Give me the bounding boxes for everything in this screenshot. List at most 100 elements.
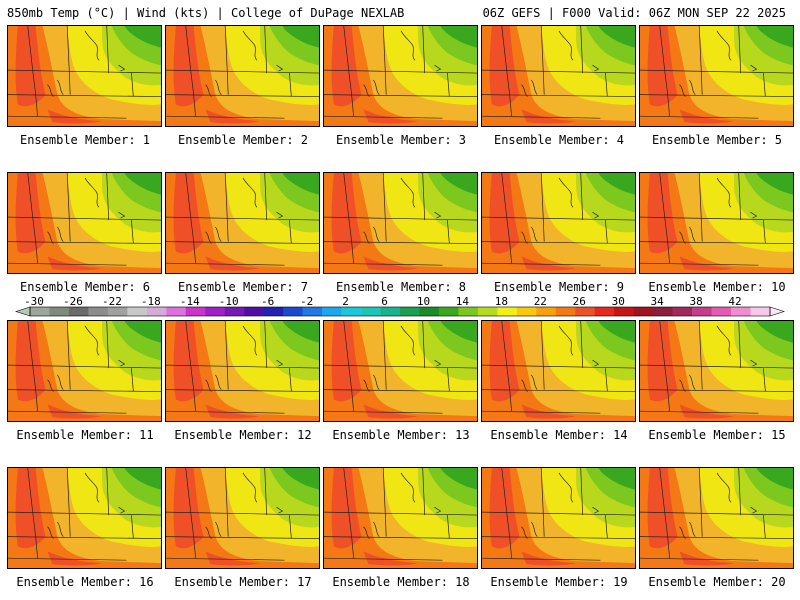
colorbar-swatch xyxy=(283,307,303,316)
ensemble-member-label: Ensemble Member: 12 xyxy=(174,428,312,442)
colorbar-tick-label: 38 xyxy=(689,295,702,308)
ensemble-member-map xyxy=(323,25,478,127)
colorbar-swatch xyxy=(146,307,167,316)
ensemble-member-label: Ensemble Member: 3 xyxy=(335,133,467,147)
colorbar-swatch xyxy=(750,307,771,316)
ensemble-member-label: Ensemble Member: 16 xyxy=(16,575,154,589)
colorbar-swatch xyxy=(380,307,401,316)
ensemble-member-map xyxy=(323,467,478,569)
colorbar-tick-label: -30 xyxy=(24,295,44,308)
colorbar-swatch xyxy=(575,307,596,316)
colorbar-tick-label: 30 xyxy=(612,295,625,308)
colorbar-tick-label: 42 xyxy=(728,295,741,308)
colorbar-swatch xyxy=(400,307,420,316)
ensemble-member-label: Ensemble Member: 6 xyxy=(19,280,151,294)
colorbar-tick-label: 22 xyxy=(534,295,547,308)
ensemble-member-map xyxy=(639,25,794,127)
ensemble-member-label: Ensemble Member: 10 xyxy=(648,280,786,294)
colorbar-tick-label: -2 xyxy=(300,295,313,308)
colorbar-right-arrow xyxy=(769,306,785,317)
colorbar-swatch xyxy=(166,307,187,316)
colorbar-swatch xyxy=(49,307,70,316)
ensemble-member-map xyxy=(7,172,162,274)
ensemble-member-map xyxy=(639,320,794,422)
colorbar-swatch xyxy=(692,307,712,316)
colorbar-tick-label: -10 xyxy=(219,295,239,308)
colorbar-swatch xyxy=(30,307,50,316)
colorbar-swatch xyxy=(302,307,323,316)
colorbar-swatch xyxy=(458,307,479,316)
colorbar-swatch xyxy=(731,307,751,316)
ensemble-member-label: Ensemble Member: 4 xyxy=(493,133,625,147)
colorbar-swatch xyxy=(672,307,693,316)
ensemble-member-map xyxy=(639,172,794,274)
ensemble-member-label: Ensemble Member: 1 xyxy=(19,133,151,147)
ensemble-member-label: Ensemble Member: 18 xyxy=(332,575,470,589)
ensemble-member-map xyxy=(165,467,320,569)
ensemble-member-map xyxy=(481,172,636,274)
colorbar-swatch xyxy=(419,307,440,316)
ensemble-member-map xyxy=(481,467,636,569)
ensemble-member-label: Ensemble Member: 2 xyxy=(177,133,309,147)
colorbar-tick-label: -6 xyxy=(261,295,274,308)
colorbar-swatch xyxy=(244,307,264,316)
ensemble-member-map xyxy=(323,320,478,422)
ensemble-member-map xyxy=(165,320,320,422)
ensemble-member-map xyxy=(639,467,794,569)
colorbar-swatch xyxy=(614,307,634,316)
header-left-title: 850mb Temp (°C) | Wind (kts) | College o… xyxy=(7,6,405,20)
colorbar-swatch xyxy=(536,307,557,316)
ensemble-member-label: Ensemble Member: 5 xyxy=(651,133,783,147)
ensemble-member-map xyxy=(7,467,162,569)
ensemble-member-map xyxy=(165,25,320,127)
colorbar-tick-label: 6 xyxy=(381,295,388,308)
colorbar-tick-label: 14 xyxy=(456,295,470,308)
ensemble-member-label: Ensemble Member: 13 xyxy=(332,428,470,442)
colorbar-swatch xyxy=(322,307,342,316)
colorbar-tick-label: 34 xyxy=(651,295,665,308)
colorbar-swatch xyxy=(477,307,498,316)
colorbar-left-arrow xyxy=(15,306,31,317)
ensemble-member-map xyxy=(323,172,478,274)
ensemble-member-label: Ensemble Member: 20 xyxy=(648,575,786,589)
colorbar-swatch xyxy=(341,307,362,316)
header-right-title: 06Z GEFS | F000 Valid: 06Z MON SEP 22 20… xyxy=(482,6,786,20)
colorbar-tick-label: -22 xyxy=(102,295,122,308)
colorbar-swatch xyxy=(516,307,537,316)
colorbar-swatch xyxy=(653,307,673,316)
colorbar-swatch xyxy=(711,307,732,316)
colorbar-swatch xyxy=(438,307,459,316)
colorbar-tick-label: 10 xyxy=(417,295,430,308)
ensemble-member-label: Ensemble Member: 11 xyxy=(16,428,154,442)
ensemble-member-label: Ensemble Member: 17 xyxy=(174,575,312,589)
colorbar-swatch xyxy=(88,307,109,316)
ensemble-member-map xyxy=(7,25,162,127)
colorbar-tick-label: 2 xyxy=(342,295,349,308)
ensemble-member-map xyxy=(481,320,636,422)
ensemble-member-label: Ensemble Member: 15 xyxy=(648,428,786,442)
ensemble-member-label: Ensemble Member: 7 xyxy=(177,280,309,294)
colorbar-swatch xyxy=(68,307,89,316)
colorbar-swatch xyxy=(224,307,245,316)
colorbar-tick-label: 18 xyxy=(495,295,508,308)
temperature-colorbar: -30 -26 -22 -18 -14 -10 -6 -2 2 6 10 14 18 22 26 30 34 38… xyxy=(15,295,785,317)
ensemble-member-label: Ensemble Member: 9 xyxy=(493,280,625,294)
colorbar-tick-label: 26 xyxy=(573,295,586,308)
ensemble-member-label: Ensemble Member: 8 xyxy=(335,280,467,294)
colorbar-swatch xyxy=(555,307,576,316)
colorbar-outline xyxy=(29,306,771,317)
colorbar-tick-label: -14 xyxy=(180,295,200,308)
ensemble-member-label: Ensemble Member: 19 xyxy=(490,575,628,589)
colorbar-swatch xyxy=(127,307,148,316)
ensemble-member-map xyxy=(165,172,320,274)
colorbar-swatch xyxy=(263,307,284,316)
colorbar-swatch xyxy=(205,307,226,316)
ensemble-member-map xyxy=(7,320,162,422)
colorbar-tick-label: -26 xyxy=(63,295,83,308)
colorbar-swatch xyxy=(633,307,654,316)
colorbar-tick-label: -18 xyxy=(141,295,161,308)
colorbar-swatch xyxy=(361,307,381,316)
colorbar-swatch xyxy=(497,307,518,316)
colorbar-swatch xyxy=(594,307,615,316)
ensemble-member-label: Ensemble Member: 14 xyxy=(490,428,628,442)
